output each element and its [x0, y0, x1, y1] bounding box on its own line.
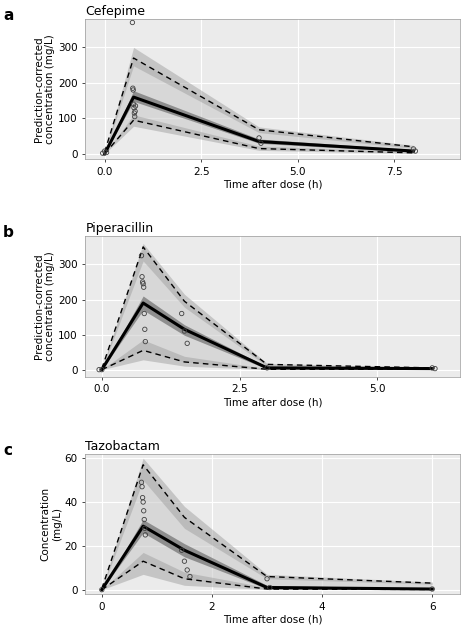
Point [129, 83, 137, 94]
Point [141, 523, 148, 533]
Point [263, 574, 271, 584]
Point [139, 277, 146, 287]
Point [101, 146, 109, 156]
Point [103, 147, 110, 157]
Point [140, 282, 147, 292]
Point [138, 272, 146, 282]
Point [428, 363, 436, 373]
Point [410, 144, 417, 154]
Text: Cefepime: Cefepime [85, 5, 146, 18]
Point [263, 363, 271, 373]
Y-axis label: Concentration
(mg/L): Concentration (mg/L) [40, 487, 62, 561]
X-axis label: Time after dose (h): Time after dose (h) [223, 179, 322, 190]
Point [255, 133, 263, 143]
Point [130, 102, 138, 112]
Point [183, 565, 191, 575]
Point [181, 556, 188, 566]
Point [428, 584, 436, 594]
X-axis label: Time after dose (h): Time after dose (h) [223, 614, 322, 624]
Point [128, 18, 136, 28]
Point [137, 251, 145, 261]
Point [137, 477, 145, 487]
Point [140, 506, 147, 516]
Point [139, 492, 146, 502]
Point [186, 571, 194, 581]
Point [178, 308, 185, 319]
Point [99, 148, 107, 158]
Point [141, 324, 148, 334]
Point [95, 365, 103, 375]
Point [130, 108, 138, 118]
Point [139, 279, 147, 289]
Point [132, 101, 139, 111]
Point [142, 530, 149, 540]
Text: c: c [3, 442, 12, 458]
Point [131, 112, 138, 122]
Text: a: a [3, 8, 13, 23]
X-axis label: Time after dose (h): Time after dose (h) [223, 397, 322, 407]
Y-axis label: Prediction-corrected
concentration (mg/L): Prediction-corrected concentration (mg/L… [34, 34, 55, 144]
Point [139, 497, 147, 507]
Point [98, 365, 106, 375]
Point [130, 99, 137, 109]
Point [181, 326, 188, 336]
Point [142, 336, 149, 346]
Point [257, 138, 265, 149]
Point [431, 363, 439, 374]
Text: Tazobactam: Tazobactam [85, 440, 160, 453]
Text: b: b [3, 225, 14, 240]
Point [140, 514, 148, 525]
Point [411, 146, 419, 156]
Point [98, 585, 106, 595]
Point [266, 583, 273, 593]
Y-axis label: Prediction-corrected
concentration (mg/L): Prediction-corrected concentration (mg/L… [34, 252, 55, 362]
Point [131, 106, 139, 116]
Point [138, 482, 146, 492]
Point [178, 545, 185, 556]
Text: Piperacillin: Piperacillin [85, 222, 154, 235]
Point [183, 338, 191, 348]
Point [140, 308, 148, 319]
Point [129, 85, 137, 95]
